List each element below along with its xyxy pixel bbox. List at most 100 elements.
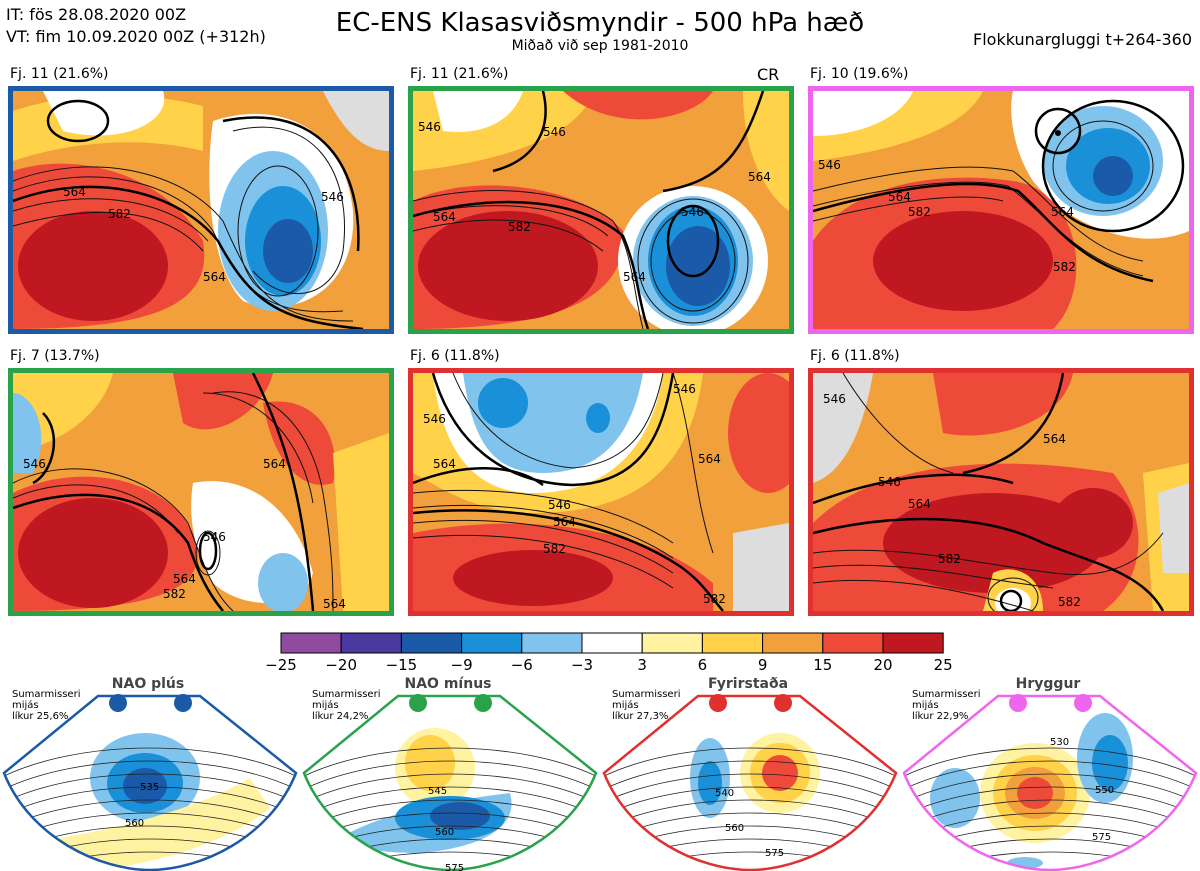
contour-label: 564 xyxy=(263,457,286,471)
contour-label: 564 xyxy=(698,452,721,466)
colorbar-cell xyxy=(762,632,824,654)
regime-info-line: mijás xyxy=(612,700,639,711)
regime-map: 545 560 575 xyxy=(302,694,598,871)
regime-info-line: mijás xyxy=(912,700,939,711)
contour-label: 564 xyxy=(203,270,226,284)
regime-contour-label: 545 xyxy=(428,786,447,797)
contour-label: 564 xyxy=(553,515,576,529)
contour-label: 582 xyxy=(1053,260,1076,274)
regime-info: Sumarmisseri mijás líkur 22,9% xyxy=(912,689,980,722)
colorbar xyxy=(280,632,944,654)
contour-label: 564 xyxy=(323,597,346,611)
contour-label: 582 xyxy=(1058,595,1081,609)
colorbar-tick-label: 25 xyxy=(933,656,953,674)
page-title: EC-ENS Klasasviðsmyndir - 500 hPa hæð xyxy=(335,8,865,38)
colorbar-cell xyxy=(822,632,884,654)
colorbar-tick-label: 20 xyxy=(873,656,893,674)
regime-info-line: líkur 27,3% xyxy=(612,711,669,722)
regime-contour-label: 575 xyxy=(445,863,464,871)
contour-label: 564 xyxy=(748,170,771,184)
cluster-map-4: 546 564 546 564 582 564 xyxy=(8,368,394,616)
colorbar-cell xyxy=(521,632,583,654)
classification-window: Flokkunargluggi t+264-360 xyxy=(973,30,1192,49)
contour-label: 582 xyxy=(908,205,931,219)
regime-info-line: líkur 24,2% xyxy=(312,711,369,722)
regime-contour-label: 575 xyxy=(765,848,784,859)
contour-label: 546 xyxy=(423,412,446,426)
contour-label: 546 xyxy=(418,120,441,134)
contour-label: 546 xyxy=(23,457,46,471)
colorbar-cell xyxy=(701,632,764,654)
contour-label: 546 xyxy=(203,530,226,544)
cluster-map-2: 546 546 564 582 546 564 564 xyxy=(408,86,794,334)
regime-info: Sumarmisseri mijás líkur 27,3% xyxy=(612,689,680,722)
regime-info: Sumarmisseri mijás líkur 25,6% xyxy=(12,689,80,722)
colorbar-cell xyxy=(641,632,703,654)
contour-label: 546 xyxy=(878,475,901,489)
regime-info-line: mijás xyxy=(12,700,39,711)
cluster-map-5: 546 564 546 564 546 564 582 582 xyxy=(408,368,794,616)
regime-info-line: líkur 22,9% xyxy=(912,711,969,722)
colorbar-tick-label: 6 xyxy=(697,656,708,674)
colorbar-tick-label: −20 xyxy=(325,656,358,674)
panel-label-6: Fj. 6 (11.8%) xyxy=(810,348,900,364)
contour-label: 546 xyxy=(673,382,696,396)
regime-info-line: Sumarmisseri xyxy=(912,689,981,700)
header-dates: IT: fös 28.08.2020 00Z VT: fim 10.09.202… xyxy=(6,4,266,48)
colorbar-cell xyxy=(882,632,944,654)
regime-name: Fyrirstaða xyxy=(707,676,789,692)
valid-time: VT: fim 10.09.2020 00Z (+312h) xyxy=(6,27,266,46)
contour-label: 582 xyxy=(703,592,726,606)
contour-label: 546 xyxy=(543,125,566,139)
contour-label: 564 xyxy=(173,572,196,586)
colorbar-cell xyxy=(581,632,643,654)
colorbar-tick-label: −15 xyxy=(385,656,418,674)
contour-label: 546 xyxy=(823,392,846,406)
regime-map: 540 560 575 xyxy=(602,694,898,871)
cluster-map-1: 582 564 546 564 xyxy=(8,86,394,334)
contour-label: 564 xyxy=(63,185,86,199)
colorbar-cell xyxy=(461,632,523,654)
contour-label: 564 xyxy=(908,497,931,511)
regime-info-line: Sumarmisseri xyxy=(312,689,381,700)
panel-label-5: Fj. 6 (11.8%) xyxy=(410,348,500,364)
panel-label-4: Fj. 7 (13.7%) xyxy=(10,348,100,364)
colorbar-tick-label: −6 xyxy=(510,656,533,674)
regime-info-line: Sumarmisseri xyxy=(12,689,81,700)
colorbar-tick-label: −9 xyxy=(450,656,473,674)
contour-label: 546 xyxy=(681,205,704,219)
colorbar-tick-label: 15 xyxy=(813,656,833,674)
regime-info: Sumarmisseri mijás líkur 24,2% xyxy=(312,689,380,722)
regime-info-line: líkur 25,6% xyxy=(12,711,69,722)
regime-map: 535 560 xyxy=(2,694,298,871)
page-subtitle: Miðað við sep 1981-2010 xyxy=(511,38,689,54)
init-time: IT: fös 28.08.2020 00Z xyxy=(6,5,187,24)
contour-label: 564 xyxy=(433,210,456,224)
contour-label: 564 xyxy=(1051,205,1074,219)
contour-label: 564 xyxy=(433,457,456,471)
contour-label: 582 xyxy=(543,542,566,556)
contour-label: 564 xyxy=(1043,432,1066,446)
panel-badge-cr: CR xyxy=(757,65,780,84)
regime-name: NAO plús xyxy=(111,676,185,692)
colorbar-cell xyxy=(340,632,402,654)
colorbar-cell xyxy=(400,632,463,654)
contour-label: 546 xyxy=(548,498,571,512)
colorbar-tick-label: 9 xyxy=(757,656,768,674)
colorbar-tick-label: −3 xyxy=(570,656,594,674)
regime-contour-label: 560 xyxy=(435,827,454,838)
regime-contour-label: 575 xyxy=(1092,832,1111,843)
panel-label-2: Fj. 11 (21.6%) xyxy=(410,66,509,82)
regime-contour-label: 530 xyxy=(1050,737,1069,748)
regime-contour-label: 535 xyxy=(140,782,159,793)
contour-label: 564 xyxy=(623,270,646,284)
regime-contour-label: 560 xyxy=(725,823,744,834)
contour-label: 582 xyxy=(163,587,186,601)
cluster-map-6: 546 564 546 564 582 582 xyxy=(808,368,1194,616)
contour-label: 546 xyxy=(321,190,344,204)
colorbar-tick-label: 3 xyxy=(637,656,647,674)
colorbar-tick-label: −25 xyxy=(265,656,297,674)
contour-label: 582 xyxy=(508,220,531,234)
regime-contour-label: 560 xyxy=(125,818,144,829)
panel-label-1: Fj. 11 (21.6%) xyxy=(10,66,109,82)
